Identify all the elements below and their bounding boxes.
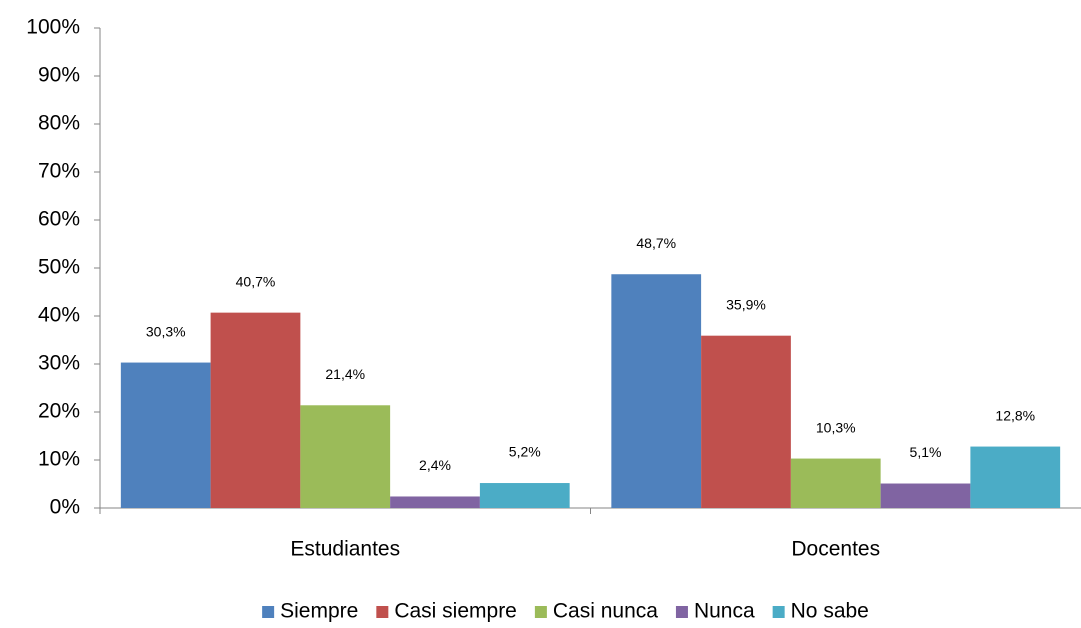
legend-label: Siempre [280, 600, 358, 623]
data-label: 48,7% [636, 235, 676, 251]
y-tick-label: 30% [38, 352, 80, 375]
y-tick-label: 90% [38, 64, 80, 87]
bar [120, 362, 211, 508]
y-tick-label: 80% [38, 112, 80, 135]
x-tick-label: Docentes [791, 538, 880, 561]
y-tick-label: 50% [38, 256, 80, 279]
y-tick-label: 20% [38, 400, 80, 423]
y-tick-label: 100% [26, 16, 80, 39]
bar [970, 446, 1061, 508]
bar [479, 483, 570, 508]
bar [300, 405, 391, 508]
bar [701, 335, 791, 508]
bar [611, 274, 702, 508]
data-label: 5,1% [910, 444, 942, 460]
legend-label: Casi siempre [394, 600, 517, 623]
legend-label: Nunca [694, 600, 755, 623]
bar [880, 483, 971, 508]
legend-swatch [534, 606, 547, 618]
y-tick-label: 60% [38, 208, 80, 231]
x-tick-label: Estudiantes [290, 538, 400, 561]
y-tick-label: 40% [38, 304, 80, 327]
legend-swatch [675, 606, 688, 618]
data-label: 12,8% [995, 407, 1035, 423]
legend-swatch [262, 606, 275, 618]
bar [790, 458, 881, 508]
data-label: 35,9% [726, 296, 766, 312]
bar [210, 312, 301, 508]
y-tick-label: 0% [50, 496, 80, 519]
legend-swatch [772, 606, 785, 618]
data-label: 21,4% [325, 366, 365, 382]
legend-label: No sabe [791, 600, 869, 623]
y-tick-label: 70% [38, 160, 80, 183]
bar [390, 496, 480, 508]
y-tick-label: 10% [38, 448, 80, 471]
legend-swatch [376, 606, 389, 618]
data-label: 40,7% [236, 273, 276, 289]
data-label: 5,2% [509, 444, 541, 460]
data-label: 30,3% [146, 323, 186, 339]
data-label: 2,4% [419, 457, 451, 473]
legend-label: Casi nunca [553, 600, 658, 623]
data-label: 10,3% [816, 419, 856, 435]
